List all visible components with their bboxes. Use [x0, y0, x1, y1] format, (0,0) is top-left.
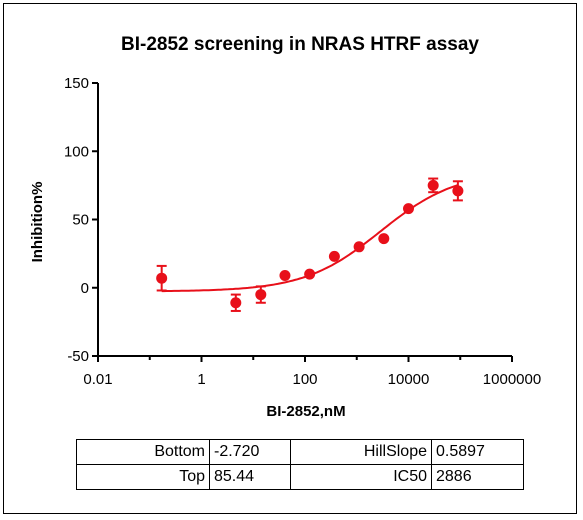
data-point — [353, 241, 365, 253]
data-point — [403, 203, 414, 215]
table-cell: Bottom — [76, 439, 210, 465]
x-tick-label: 100 — [292, 371, 317, 388]
chart-title: BI-2852 screening in NRAS HTRF assay — [121, 34, 479, 55]
x-tick-label: 1000000 — [483, 371, 541, 388]
x-tick-label: 10000 — [388, 371, 430, 388]
table-row: Top 85.44 IC50 2886 — [76, 464, 524, 490]
y-tick-label: 0 — [81, 280, 89, 297]
axes: -50 0 50 100 150 0.01 1 100 10000 1000000 — [64, 75, 541, 388]
table-cell: HillSlope — [290, 439, 432, 465]
data-point — [378, 233, 390, 245]
y-tick-label: 150 — [64, 75, 89, 92]
table-cell: 85.44 — [209, 464, 291, 490]
data-point — [230, 297, 242, 309]
data-point — [452, 185, 464, 197]
y-tick-label: -50 — [67, 348, 89, 365]
data-point — [427, 179, 439, 191]
table-cell: -2.720 — [209, 439, 291, 465]
x-axis-label: BI-2852,nM — [266, 403, 345, 420]
data-point — [279, 269, 291, 281]
data-points-layer — [156, 177, 464, 312]
chart: BI-2852 screening in NRAS HTRF assay Inh… — [29, 34, 541, 420]
data-point — [156, 272, 168, 284]
x-tick-label: 1 — [197, 371, 205, 388]
data-point — [328, 250, 340, 262]
fit-parameters-table: Bottom -2.720 HillSlope 0.5897 Top 85.44… — [76, 439, 524, 490]
data-point — [304, 268, 316, 280]
table-cell: 2886 — [431, 464, 524, 490]
y-tick-label: 100 — [64, 143, 89, 160]
table-cell: Top — [76, 464, 210, 490]
table-cell: IC50 — [290, 464, 432, 490]
y-axis-label: Inhibition% — [29, 182, 46, 263]
table-cell: 0.5897 — [431, 439, 524, 465]
y-tick-label: 50 — [72, 212, 89, 229]
table-row: Bottom -2.720 HillSlope 0.5897 — [76, 439, 524, 465]
data-point — [255, 289, 267, 301]
x-tick-label: 0.01 — [83, 371, 112, 388]
